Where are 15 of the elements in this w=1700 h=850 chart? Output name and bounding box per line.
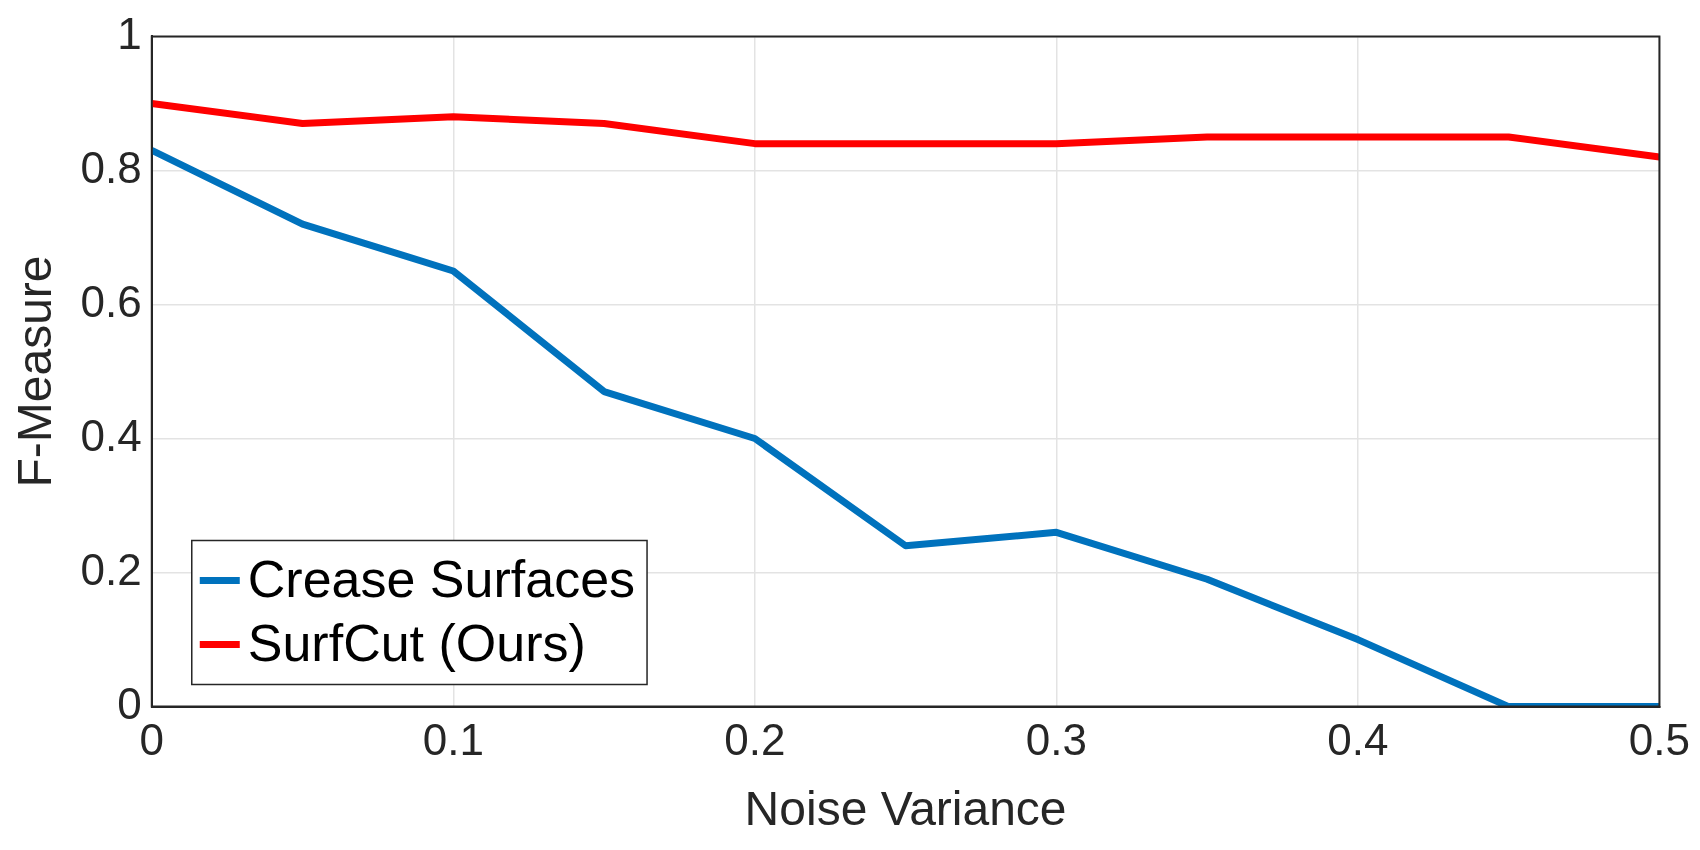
x-tick-label: 0.1	[422, 715, 484, 765]
legend-label: Crease Surfaces	[247, 549, 636, 608]
legend-label: SurfCut (Ours)	[247, 613, 586, 672]
y-tick-label: 0.4	[80, 410, 142, 460]
x-tick-label: 0.5	[1628, 715, 1690, 765]
y-axis-title: F-Measure	[8, 255, 62, 488]
y-tick-label: 0.8	[80, 142, 142, 192]
x-tick-label: 0.4	[1327, 715, 1389, 765]
x-tick-label: 0.3	[1025, 715, 1087, 765]
y-tick-label: 0	[117, 678, 142, 728]
x-axis-title: Noise Variance	[744, 782, 1067, 836]
y-tick-label: 0.6	[80, 276, 142, 326]
x-tick-label: 0.2	[724, 715, 786, 765]
y-tick-label: 1	[117, 8, 142, 58]
y-tick-label: 0.2	[80, 544, 142, 594]
